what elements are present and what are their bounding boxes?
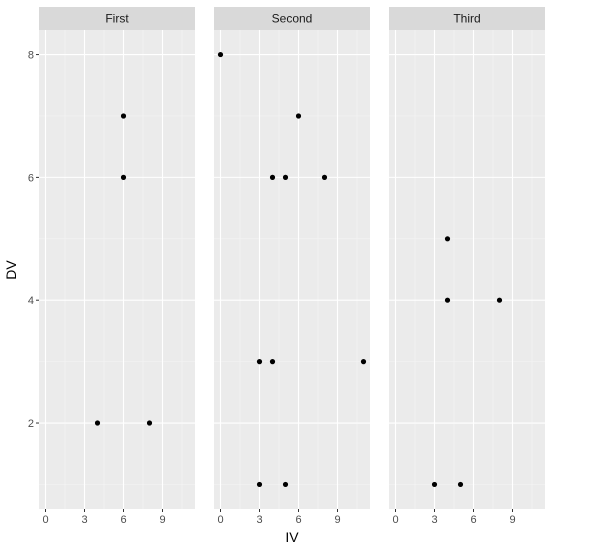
data-point (120, 113, 127, 119)
x-axis-title: IV (285, 529, 299, 545)
x-tick-label: 0 (42, 514, 48, 526)
x-tick-label: 6 (295, 514, 301, 526)
y-tick-label: 2 (28, 418, 34, 430)
facet-strip-label: Second (272, 12, 313, 26)
panel-background (389, 30, 545, 509)
x-tick-label: 6 (470, 514, 476, 526)
data-point (269, 359, 276, 365)
y-tick-label: 6 (28, 172, 34, 184)
x-tick-label: 9 (159, 514, 165, 526)
data-point (444, 297, 451, 303)
x-tick-label: 0 (392, 514, 398, 526)
panel-background (39, 30, 195, 509)
x-tick-label: 3 (431, 514, 437, 526)
data-point (256, 359, 263, 365)
data-point (146, 420, 153, 426)
data-point (295, 113, 302, 119)
facet-panel-1: First 0 3 6 9 2 4 6 8 (28, 7, 195, 526)
x-tick-label: 9 (334, 514, 340, 526)
y-tick-label: 8 (28, 50, 34, 62)
y-tick-label: 4 (28, 295, 34, 307)
facet-strip (389, 7, 545, 30)
data-point (120, 174, 127, 180)
panel-background (214, 30, 370, 509)
facet-panel-2: Second 0 3 6 9 (214, 7, 370, 526)
data-point (321, 174, 328, 180)
data-point (256, 481, 263, 488)
x-tick-label: 0 (217, 514, 223, 526)
data-point (217, 51, 224, 58)
y-axis-title: DV (3, 260, 19, 280)
x-tick-label: 3 (81, 514, 87, 526)
data-point (269, 174, 276, 180)
data-point (444, 236, 451, 242)
data-point (282, 174, 289, 180)
facet-strip-label: Third (453, 12, 480, 26)
data-point (457, 481, 464, 488)
data-point (496, 297, 503, 303)
x-tick-label: 9 (509, 514, 515, 526)
x-tick-label: 3 (256, 514, 262, 526)
facet-strip (39, 7, 195, 30)
facet-strip-label: First (105, 12, 129, 26)
data-point (282, 481, 289, 488)
x-tick-label: 6 (120, 514, 126, 526)
data-point (431, 481, 438, 488)
data-point (360, 359, 367, 365)
data-point (94, 420, 101, 426)
facet-strip (214, 7, 370, 30)
facet-panels: First 0 3 6 9 2 4 6 8 Second 0 3 6 9 Third 0 3 6 9 (28, 7, 545, 526)
facet-panel-3: Third 0 3 6 9 (389, 7, 545, 526)
